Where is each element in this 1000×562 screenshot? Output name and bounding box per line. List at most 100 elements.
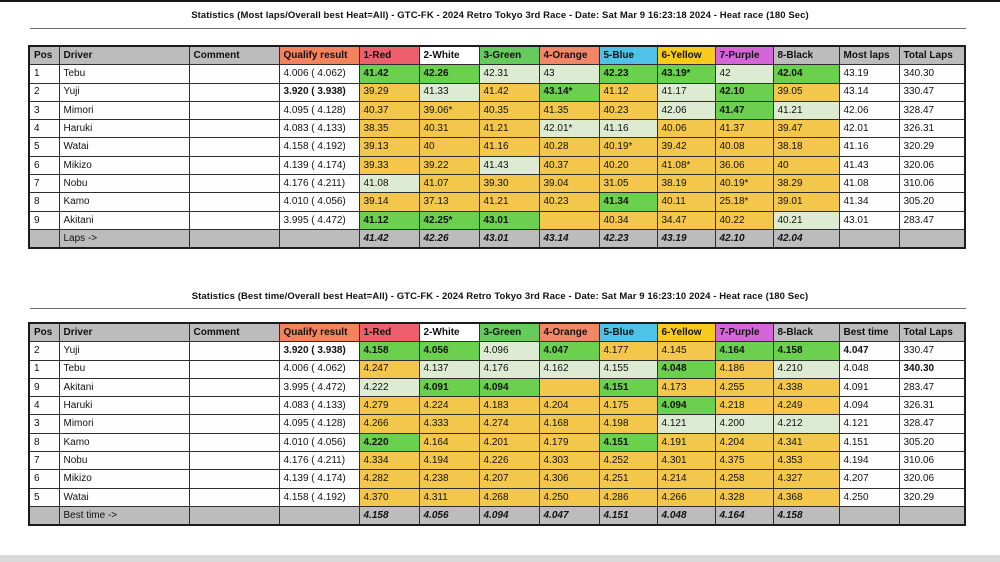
- heat-cell: 4.311: [418, 487, 480, 507]
- pos-cell: 2: [28, 82, 60, 102]
- qualify-cell: 4.006 ( 4.062): [278, 359, 360, 379]
- col-header-3-green: 3-Green: [478, 322, 540, 343]
- heat-cell: 37.13: [418, 192, 480, 212]
- col-header-8-black: 8-Black: [772, 322, 840, 343]
- heat-cell: 41.33: [418, 82, 480, 102]
- heat-cell: 40.20: [598, 155, 658, 176]
- heat-cell: 4.353: [772, 451, 840, 471]
- heat-cell: 42: [714, 64, 774, 84]
- col-header-qualify-result: Qualify result: [278, 45, 360, 66]
- summary-cell: 4.207: [838, 469, 900, 489]
- comment-cell: [188, 100, 280, 121]
- table-row: 6 Mikizo 4.139 ( 4.174) 39.33 39.22 41.43 40.3…: [28, 155, 966, 176]
- stats-table-1: Pos Driver Comment Qualify result 1-Red 2-Whi…: [28, 45, 966, 250]
- pos-cell: 5: [28, 487, 60, 507]
- heat-cell: 4.368: [772, 487, 840, 507]
- table-row: 5 Watai 4.158 ( 4.192) 4.370 4.311 4.268 4.250…: [28, 487, 966, 507]
- heat-cell: 40.37: [358, 100, 420, 121]
- qualify-cell: 3.995 ( 4.472): [278, 210, 360, 230]
- footer-value-cell: 4.158: [358, 505, 420, 526]
- heat-cell: 4.334: [358, 451, 420, 471]
- summary-cell: 4.094: [838, 396, 900, 416]
- table-row: 5 Watai 4.158 ( 4.192) 39.13 40 41.16 40.28 40.…: [28, 137, 966, 157]
- heat-cell: 39.13: [358, 137, 420, 157]
- heat-cell: 4.274: [478, 414, 540, 434]
- table-row: 8 Kamo 4.010 ( 4.056) 4.220 4.164 4.201 4.179 4…: [28, 432, 966, 453]
- summary-cell: 4.121: [838, 414, 900, 434]
- pos-cell: 1: [28, 64, 60, 84]
- heat-cell: 42.06: [656, 100, 716, 121]
- heat-cell: [538, 377, 600, 398]
- pos-cell: 6: [28, 155, 60, 176]
- heat-cell: 34.47: [656, 210, 716, 230]
- driver-cell: Haruki: [58, 396, 190, 416]
- qualify-cell: 4.083 ( 4.133): [278, 396, 360, 416]
- heat-cell: 42.04: [772, 64, 840, 84]
- comment-cell: [188, 192, 280, 212]
- footer-row: Best time -> 4.158 4.056 4.094 4.047 4.151 4.0…: [28, 505, 966, 526]
- heat-cell: 41.16: [598, 119, 658, 139]
- heat-cell: 4.179: [538, 432, 600, 453]
- heat-cell: 4.238: [418, 469, 480, 489]
- col-header-total-laps: Total Laps: [898, 45, 966, 66]
- footer-value-cell: 42.26: [418, 228, 480, 249]
- summary-cell: 4.047: [838, 341, 900, 361]
- heat-cell: 4.094: [656, 396, 716, 416]
- total-cell: 330.47: [898, 82, 966, 102]
- table2-title: Statistics (Best time/Overall best Heat=…: [191, 291, 809, 302]
- footer-value-cell: 41.42: [358, 228, 420, 249]
- heat-cell: 4.255: [714, 377, 774, 398]
- footer-comment-cell: [188, 505, 280, 526]
- col-header-5-blue: 5-Blue: [598, 45, 658, 66]
- qualify-cell: 4.176 ( 4.211): [278, 451, 360, 471]
- footer-qualify-cell: [278, 505, 360, 526]
- total-cell: 283.47: [898, 377, 966, 398]
- heat-cell: 40.31: [418, 119, 480, 139]
- table1-title-underline: [30, 28, 966, 29]
- heat-cell: 4.121: [656, 414, 716, 434]
- heat-cell: 4.158: [772, 341, 840, 361]
- driver-cell: Mikizo: [58, 155, 190, 176]
- summary-cell: 42.01: [838, 119, 900, 139]
- comment-cell: [188, 174, 280, 194]
- heat-cell: 39.04: [538, 174, 600, 194]
- comment-cell: [188, 432, 280, 453]
- heat-cell: [538, 210, 600, 230]
- heat-cell: 4.306: [538, 469, 600, 489]
- col-header-8-black: 8-Black: [772, 45, 840, 66]
- heat-cell: 4.220: [358, 432, 420, 453]
- qualify-cell: 4.176 ( 4.211): [278, 174, 360, 194]
- pos-cell: 4: [28, 119, 60, 139]
- heat-cell: 40.34: [598, 210, 658, 230]
- heat-cell: 4.286: [598, 487, 658, 507]
- total-cell: 320.06: [898, 469, 966, 489]
- footer-value-cell: 43.14: [538, 228, 600, 249]
- qualify-cell: 4.006 ( 4.062): [278, 64, 360, 84]
- footer-value-cell: 4.164: [714, 505, 774, 526]
- summary-cell: 4.250: [838, 487, 900, 507]
- comment-cell: [188, 210, 280, 230]
- col-header-4-orange: 4-Orange: [538, 322, 600, 343]
- total-cell: 328.47: [898, 100, 966, 121]
- heat-cell: 42.01*: [538, 119, 600, 139]
- table-row: 4 Haruki 4.083 ( 4.133) 38.35 40.31 41.21 42.0…: [28, 119, 966, 139]
- total-cell: 340.30: [898, 64, 966, 84]
- table-row: 3 Mimori 4.095 ( 4.128) 40.37 39.06* 40.35 41.…: [28, 100, 966, 121]
- heat-cell: 43.14*: [538, 82, 600, 102]
- heat-cell: 4.186: [714, 359, 774, 379]
- heat-cell: 4.303: [538, 451, 600, 471]
- table-row: 3 Mimori 4.095 ( 4.128) 4.266 4.333 4.274 4.16…: [28, 414, 966, 434]
- col-header-2-white: 2-White: [418, 322, 480, 343]
- summary-cell: 4.151: [838, 432, 900, 453]
- footer-value-cell: 42.10: [714, 228, 774, 249]
- qualify-cell: 4.010 ( 4.056): [278, 432, 360, 453]
- heat-cell: 38.18: [772, 137, 840, 157]
- col-header-total-laps: Total Laps: [898, 322, 966, 343]
- heat-cell: 39.22: [418, 155, 480, 176]
- total-cell: 305.20: [898, 432, 966, 453]
- comment-cell: [188, 451, 280, 471]
- pos-cell: 9: [28, 377, 60, 398]
- heat-cell: 38.35: [358, 119, 420, 139]
- heat-cell: 4.048: [656, 359, 716, 379]
- heat-cell: 4.183: [478, 396, 540, 416]
